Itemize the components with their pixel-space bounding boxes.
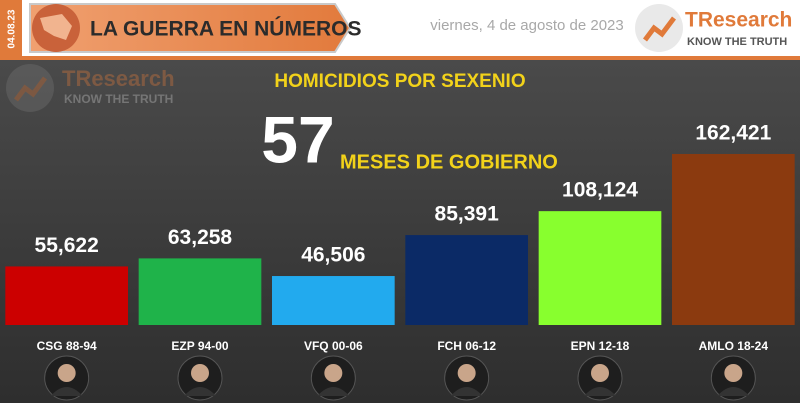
portrait-face: [191, 364, 209, 382]
portrait-face: [591, 364, 609, 382]
portrait-body: [450, 387, 483, 396]
portrait-body: [717, 387, 750, 396]
logo-name: TResearch: [685, 9, 792, 32]
watermark-name: TResearch: [62, 66, 175, 91]
portrait-face: [724, 364, 743, 382]
watermark-circle: [6, 64, 54, 112]
header-date: viernes, 4 de agosto de 2023: [430, 17, 623, 34]
logo-arrow: [643, 16, 676, 42]
category-label: CSG 88-94: [37, 339, 97, 353]
title-banner: [29, 3, 352, 53]
value-label: 63,258: [168, 226, 233, 249]
portrait-body: [317, 387, 350, 396]
bar: [672, 153, 795, 325]
category-label: VFQ 00-06: [304, 339, 363, 353]
value-label: 55,622: [35, 234, 99, 257]
watermark-tagline: KNOW THE TRUTH: [64, 92, 173, 106]
bar: [5, 266, 128, 325]
header-title: LA GUERRA EN NÚMEROS: [90, 17, 361, 41]
value-label: 162,421: [695, 122, 771, 145]
portrait-body: [50, 387, 83, 396]
portrait-face: [457, 364, 476, 382]
chart-title: HOMICIDIOS POR SEXENIO: [274, 71, 525, 92]
category-label: EPN 12-18: [571, 339, 630, 353]
months-number: 57: [261, 102, 334, 176]
logo-circle: [635, 4, 683, 52]
watermark-arrow: [14, 76, 47, 102]
value-label: 46,506: [301, 244, 365, 267]
portrait-body: [584, 387, 616, 396]
bar: [405, 235, 528, 325]
category-label: AMLO 18-24: [699, 339, 769, 353]
side-strip: [0, 0, 22, 58]
bar: [272, 276, 395, 325]
portrait-face: [57, 364, 76, 382]
category-label: FCH 06-12: [437, 339, 496, 353]
bar: [538, 211, 662, 325]
portrait-body: [184, 387, 216, 396]
header-rule: [0, 56, 800, 60]
portrait-face: [324, 364, 343, 382]
watermark: TResearch KNOW THE TRUTH: [6, 64, 175, 112]
value-label: 85,391: [435, 203, 500, 226]
category-label: EZP 94-00: [171, 339, 228, 353]
months-text: MESES DE GOBIERNO: [340, 151, 558, 173]
side-date: 04.08.23: [7, 9, 18, 48]
value-label: 108,124: [562, 179, 638, 202]
chart-bg: [0, 60, 800, 403]
bar: [138, 258, 262, 325]
map-shape: [40, 14, 72, 40]
logo-tagline: KNOW THE TRUTH: [687, 36, 787, 48]
